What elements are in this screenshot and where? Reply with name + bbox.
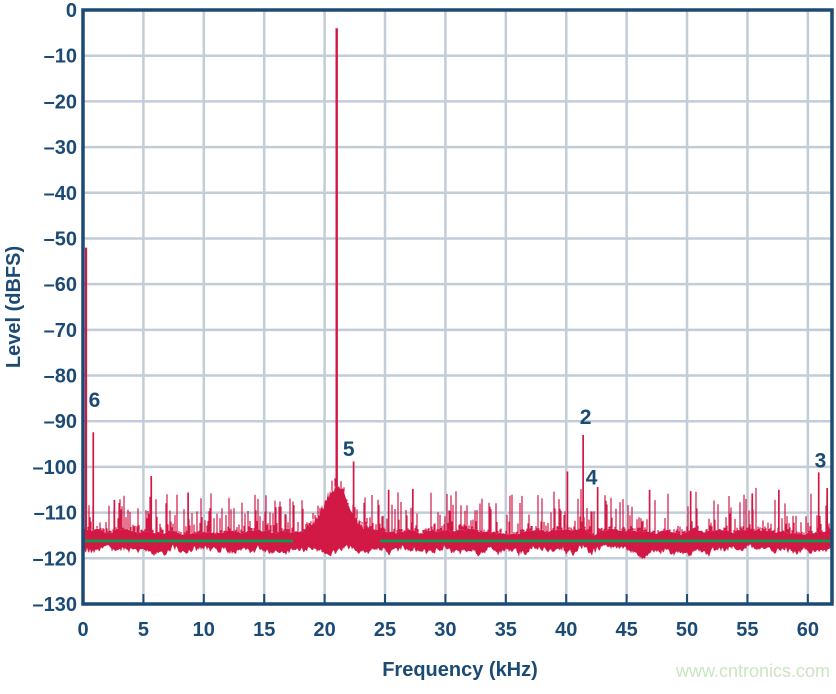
y-tick-label: –30 xyxy=(44,137,77,159)
x-tick-label: 55 xyxy=(736,619,758,641)
x-axis-title: Frequency (kHz) xyxy=(382,659,538,681)
y-tick-label: 0 xyxy=(66,0,77,22)
x-tick-label: 40 xyxy=(555,619,577,641)
spectrum-trace xyxy=(82,28,833,560)
y-tick-label: –60 xyxy=(44,274,77,296)
axis-tick-labels: 0 5 10 15 20 25 30 35 40 45 50 55 600–10–20–30–40–50… xyxy=(33,0,819,641)
y-tick-label: –110 xyxy=(34,503,77,525)
harmonic-label-5: 5 xyxy=(343,438,355,461)
y-tick-label: –40 xyxy=(44,183,77,205)
x-tick-label: 30 xyxy=(434,619,456,641)
y-tick-label: –70 xyxy=(44,320,77,342)
x-tick-label: 0 xyxy=(77,619,88,641)
y-tick-label: –80 xyxy=(44,366,77,388)
watermark-text: www.cntronics.com xyxy=(675,661,830,681)
y-tick-label: –50 xyxy=(44,228,77,250)
harmonic-label-2: 2 xyxy=(580,406,592,429)
y-tick-label: –100 xyxy=(33,457,78,479)
y-tick-label: –20 xyxy=(44,91,77,113)
noise-spikes xyxy=(82,475,833,536)
x-tick-label: 5 xyxy=(138,619,149,641)
plot-border xyxy=(81,8,834,606)
noise-floor-band xyxy=(83,486,832,560)
y-tick-label: –10 xyxy=(44,46,77,68)
x-tick-label: 60 xyxy=(797,619,819,641)
harmonic-label-6: 6 xyxy=(89,389,101,412)
x-tick-label: 35 xyxy=(495,619,517,641)
gridlines xyxy=(83,10,832,604)
x-tick-label: 25 xyxy=(374,619,396,641)
x-tick-label: 15 xyxy=(253,619,275,641)
y-tick-label: –90 xyxy=(44,411,77,433)
harmonic-label-4: 4 xyxy=(586,466,598,489)
harmonic-labels: 6 5 2 4 3 xyxy=(89,389,827,490)
x-tick-label: 45 xyxy=(616,619,638,641)
harmonic-label-3: 3 xyxy=(815,450,827,473)
x-tick-label: 20 xyxy=(313,619,335,641)
y-tick-label: –130 xyxy=(33,594,78,616)
x-tick-label: 50 xyxy=(676,619,698,641)
y-axis-title: Level (dBFS) xyxy=(3,246,25,368)
plot-frame xyxy=(81,8,834,606)
y-tick-label: –120 xyxy=(33,548,78,570)
x-tick-label: 10 xyxy=(193,619,215,641)
